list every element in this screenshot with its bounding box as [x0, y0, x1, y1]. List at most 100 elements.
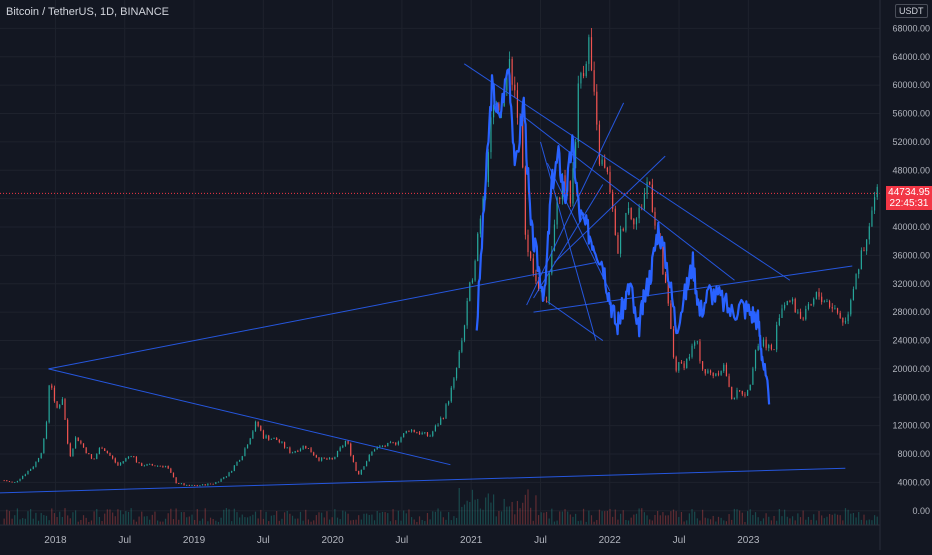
volume-bar	[683, 521, 685, 525]
volume-bar	[138, 516, 140, 525]
y-tick-label: 0.00	[912, 506, 930, 516]
x-tick-label: 2019	[183, 535, 206, 546]
x-axis[interactable]: 2018 Jul 2019 Jul 2020 Jul 2021 Jul 2022 Jul 2023	[0, 524, 880, 546]
volume-bar	[799, 517, 802, 525]
trend-line	[546, 162, 611, 292]
volume-bar	[604, 511, 606, 525]
candle-body	[366, 461, 368, 467]
currency-label[interactable]: USDT	[895, 4, 928, 18]
y-tick-label: 56000.00	[892, 109, 930, 119]
volume-bar	[834, 513, 836, 525]
volume-bar	[778, 508, 780, 525]
y-tick-label: 24000.00	[892, 336, 930, 346]
volume-bar	[344, 511, 347, 525]
volume-bar	[135, 521, 138, 525]
candle-body	[463, 325, 466, 341]
candle-body	[646, 181, 648, 195]
volume-bar	[32, 518, 34, 525]
candle-body	[432, 431, 434, 436]
volume-bar	[717, 516, 720, 525]
last-price-tag: 44734.95 22:45:31	[886, 186, 932, 211]
candle-body	[273, 437, 275, 439]
candle-body	[651, 184, 653, 212]
candle-body	[51, 385, 53, 388]
candle-body	[448, 401, 450, 405]
volume-bar	[630, 517, 632, 525]
candle-body	[88, 453, 90, 455]
volume-bar	[590, 515, 593, 525]
candle-body	[813, 298, 815, 305]
volume-bar	[598, 509, 601, 525]
candle-body	[151, 464, 153, 466]
volume-bar	[339, 519, 341, 525]
volume-bar	[342, 510, 344, 525]
volume-bar	[500, 511, 503, 525]
candle-body	[776, 324, 778, 350]
volume-bar	[437, 508, 439, 525]
volume-bar	[397, 510, 399, 525]
candle-body	[96, 454, 98, 459]
candle-body	[434, 425, 437, 432]
volume-bar	[199, 520, 201, 525]
volume-bar	[188, 516, 190, 525]
volume-bar	[638, 508, 640, 525]
candle-body	[477, 233, 479, 262]
volume-bar	[461, 506, 463, 525]
candle-body	[588, 37, 590, 64]
volume-bar	[167, 513, 169, 525]
volume-bar	[643, 512, 646, 525]
y-tick-label: 20000.00	[892, 364, 930, 374]
volume-bar	[448, 512, 450, 525]
volume-bar	[67, 515, 69, 525]
volume-bar	[516, 500, 519, 525]
volume-bar	[553, 521, 556, 525]
volume-bar	[283, 512, 286, 525]
volume-bar	[802, 510, 804, 525]
candle-body	[16, 480, 18, 483]
candle-body	[768, 344, 770, 349]
y-axis[interactable]: 0.00 4000.00 8000.00 12000.00 16000.00 20000.…	[879, 0, 930, 550]
volume-bar	[522, 502, 524, 525]
candle-body	[826, 301, 828, 303]
volume-bar	[331, 517, 333, 525]
volume-bar	[723, 520, 725, 525]
volume-bar	[289, 513, 291, 525]
volume-bar	[847, 509, 849, 525]
volume-bar	[302, 520, 304, 525]
volume-bar	[183, 512, 185, 525]
candle-body	[781, 308, 783, 318]
volume-bar	[418, 516, 421, 525]
volume-bar	[445, 519, 447, 525]
candle-body	[691, 345, 693, 357]
candle-body	[397, 441, 399, 445]
volume-bar	[207, 521, 209, 525]
candle-body	[709, 370, 712, 373]
candle-body	[373, 449, 376, 452]
candle-body	[141, 463, 143, 466]
candle-body	[326, 458, 328, 460]
candle-body	[22, 476, 24, 479]
candle-body	[307, 448, 310, 449]
volume-bar	[649, 519, 651, 525]
volume-bar	[625, 519, 627, 525]
candle-body	[371, 451, 373, 456]
candle-body	[643, 194, 646, 209]
candle-body	[413, 429, 415, 433]
volume-bar	[146, 516, 148, 525]
candle-body	[702, 361, 704, 370]
volume-bar	[646, 515, 648, 525]
candle-body	[114, 458, 116, 463]
y-tick-label: 32000.00	[892, 279, 930, 289]
volume-bar	[262, 518, 265, 525]
volume-bar	[633, 514, 635, 525]
volume-bar	[860, 519, 862, 525]
volume-bar	[675, 511, 677, 525]
candle-body	[410, 429, 413, 432]
volume-bar	[90, 520, 93, 525]
candle-body	[241, 456, 243, 460]
candle-body	[873, 197, 876, 211]
candle-body	[236, 461, 238, 466]
candle-body	[175, 477, 177, 484]
